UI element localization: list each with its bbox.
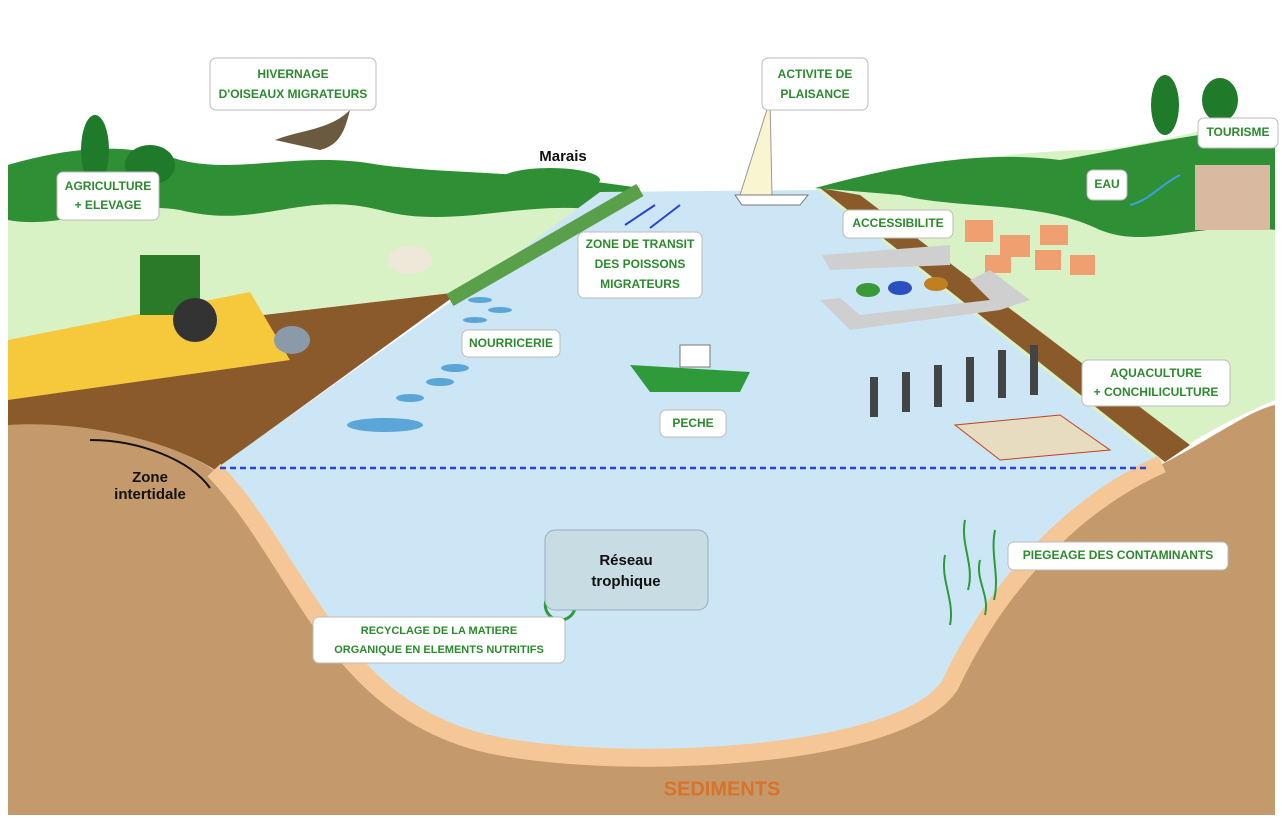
label-box xyxy=(545,530,708,610)
label: ORGANIQUE EN ELEMENTS NUTRITIFS xyxy=(334,644,544,656)
label: PECHE xyxy=(672,416,713,430)
label: EAU xyxy=(1094,177,1119,191)
label-box xyxy=(210,58,376,110)
boat xyxy=(856,283,880,297)
label: D'OISEAUX MIGRATEURS xyxy=(219,87,368,101)
label: SEDIMENTS xyxy=(664,778,781,800)
label: RECYCLAGE DE LA MATIERE xyxy=(361,625,517,637)
label: AQUACULTURE xyxy=(1110,366,1202,380)
boat xyxy=(924,277,948,291)
tractor-wheel xyxy=(173,298,217,342)
label: AGRICULTURE xyxy=(65,179,151,193)
diagram: HIVERNAGE D'OISEAUX MIGRATEURS ACTIVITE … xyxy=(0,0,1282,823)
label: Zone xyxy=(132,469,168,486)
sailboat xyxy=(735,195,808,205)
label: + ELEVAGE xyxy=(75,198,142,212)
label: TOURISME xyxy=(1206,125,1269,139)
label: NOURRICERIE xyxy=(469,336,553,350)
label: Réseau xyxy=(599,552,652,569)
label: ZONE DE TRANSIT xyxy=(586,237,695,251)
boat xyxy=(888,281,912,295)
label: Marais xyxy=(539,148,587,165)
label: trophique xyxy=(591,573,660,590)
castle xyxy=(1195,165,1270,230)
label: intertidale xyxy=(114,486,186,503)
tree xyxy=(1202,78,1238,122)
label: PLAISANCE xyxy=(780,87,849,101)
cabin xyxy=(680,345,710,367)
cow xyxy=(388,246,432,274)
label: ACTIVITE DE xyxy=(778,67,853,81)
label: DES POISSONS xyxy=(595,257,686,271)
tree xyxy=(1151,75,1179,135)
page: HIVERNAGE D'OISEAUX MIGRATEURS ACTIVITE … xyxy=(0,0,1282,823)
label: ACCESSIBILITE xyxy=(852,216,943,230)
label-box xyxy=(313,617,565,663)
marsh-hill xyxy=(500,168,600,192)
heron xyxy=(274,326,310,354)
label: PIEGEAGE DES CONTAMINANTS xyxy=(1023,548,1213,562)
label: HIVERNAGE xyxy=(257,67,328,81)
label: + CONCHILICULTURE xyxy=(1094,385,1219,399)
label: MIGRATEURS xyxy=(600,277,680,291)
label-box xyxy=(762,58,868,110)
